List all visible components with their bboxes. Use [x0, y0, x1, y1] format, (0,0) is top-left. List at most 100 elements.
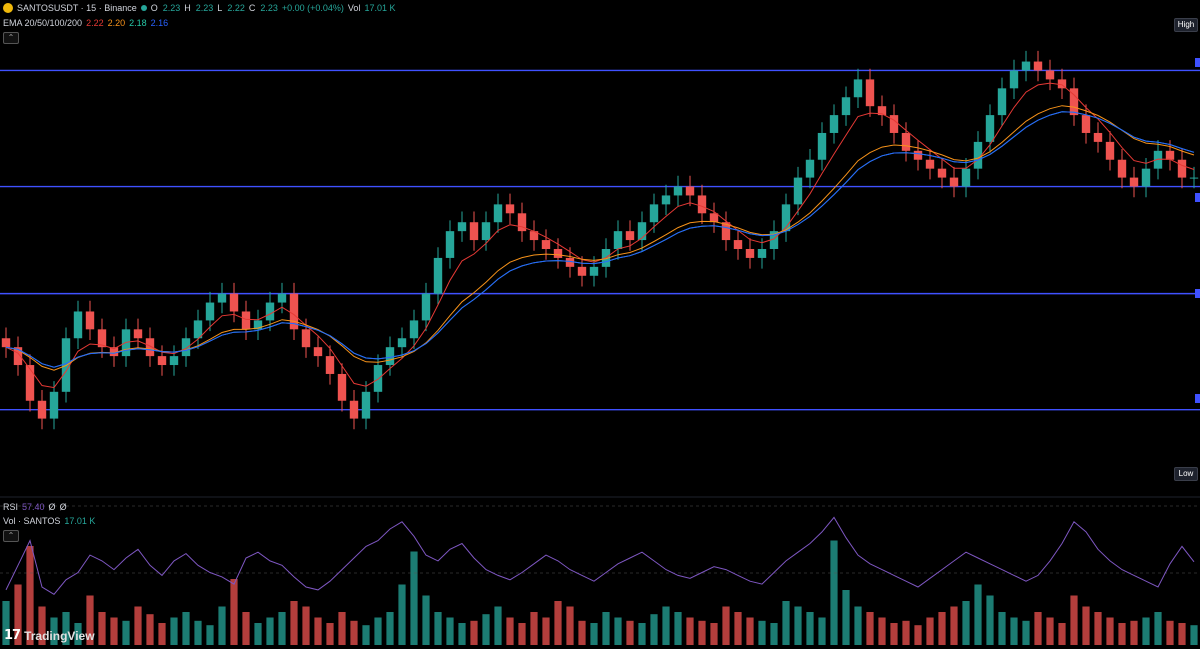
volume-bar [734, 612, 742, 645]
candle-body [565, 257, 575, 267]
candle-body [529, 231, 539, 241]
tradingview-mark-icon: 17 [4, 628, 21, 643]
volume-bar [494, 606, 502, 645]
level-marker[interactable] [1195, 193, 1200, 202]
candle-body [913, 150, 923, 160]
volume-legend[interactable]: Vol · SANTOS 17.01 K [3, 516, 95, 526]
level-marker[interactable] [1195, 289, 1200, 298]
level-marker[interactable] [1195, 58, 1200, 67]
candle-body [865, 79, 875, 107]
market-status-icon [140, 5, 147, 11]
collapse-pane-button[interactable]: ⌃ [3, 530, 19, 542]
volume-bar [374, 617, 382, 645]
candle-body [541, 240, 551, 249]
volume-bar [1166, 620, 1174, 645]
candle-body [733, 240, 743, 249]
volume-bar [98, 612, 106, 645]
volume-bar [590, 623, 598, 645]
candle-body [709, 213, 719, 223]
volume-bar [890, 623, 898, 645]
volume-bar [986, 595, 994, 645]
candle-body [253, 320, 263, 330]
volume-bar [254, 623, 262, 645]
volume-bar [1106, 617, 1114, 645]
volume-bar [662, 606, 670, 645]
volume-bar [950, 606, 958, 645]
volume-bar [326, 623, 334, 645]
rsi-legend[interactable]: RSI 57.40 Ø Ø [3, 502, 67, 512]
ema-label[interactable]: EMA 20/50/100/200 [3, 18, 83, 28]
volume-bar [218, 606, 226, 645]
candle-body [553, 249, 563, 258]
ema-legend[interactable]: EMA 20/50/100/200 2.22 2.20 2.18 2.16 [3, 18, 168, 28]
candle-body [1045, 70, 1055, 80]
ema100-value: 2.18 [129, 18, 147, 28]
volume-bar [26, 546, 34, 645]
collapse-legend-button[interactable]: ⌃ [3, 32, 19, 44]
volume-bar [1178, 623, 1186, 645]
high-value: 2.23 [195, 3, 214, 13]
tradingview-name: TradingView [24, 628, 95, 643]
symbol-label[interactable]: SANTOSUSDT · 15 · Binance [17, 3, 137, 13]
candle-body [13, 347, 23, 366]
candle-body [469, 222, 479, 241]
volume-bar [902, 620, 910, 645]
volume-bar [350, 620, 358, 645]
candle-body [421, 293, 431, 321]
rsi-label[interactable]: RSI [3, 502, 19, 512]
candle-body [205, 302, 215, 321]
volume-bar [362, 625, 370, 645]
volume-bar [578, 620, 586, 645]
volume-bar [410, 551, 418, 645]
volume-bar [806, 612, 814, 645]
candle-body [385, 347, 395, 366]
ema-line-50 [5, 105, 1195, 371]
volume-bar [926, 617, 934, 645]
candle-body [361, 391, 371, 419]
ema-line-200 [5, 111, 1195, 368]
candle-body [661, 195, 671, 205]
candle-body [301, 329, 311, 348]
volume-bar [1082, 606, 1090, 645]
candle-body [745, 249, 755, 258]
tradingview-logo[interactable]: 17 TradingView [4, 628, 95, 643]
volume-bar [674, 612, 682, 645]
ema-lines [5, 82, 1195, 389]
volume-bar [1058, 623, 1066, 645]
volume-bar [422, 595, 430, 645]
candle-body [877, 106, 887, 116]
volume-bar [782, 601, 790, 645]
candle-body [1069, 88, 1079, 116]
volume-bar [1118, 623, 1126, 645]
candle-body [1141, 168, 1151, 187]
candle-body [265, 302, 275, 321]
volume-bar [650, 614, 658, 645]
rsi-extra-2: Ø [59, 502, 67, 512]
volume-bar [878, 617, 886, 645]
candlesticks [1, 50, 1199, 430]
volume-label[interactable]: Vol · SANTOS [3, 516, 61, 526]
candle-body [829, 115, 839, 133]
volume-bar [638, 623, 646, 645]
candle-body [169, 356, 179, 366]
candle-body [37, 400, 47, 419]
volume-bar [770, 623, 778, 645]
low-value: 2.22 [227, 3, 245, 13]
volume-bar [842, 590, 850, 645]
volume-bar [962, 601, 970, 645]
candle-body [481, 222, 491, 241]
high-pill: High [1174, 18, 1198, 32]
level-marker[interactable] [1195, 394, 1200, 403]
candle-body [685, 186, 695, 196]
volume-bar [746, 617, 754, 645]
candle-body [49, 391, 59, 419]
rsi-value: 57.40 [22, 502, 45, 512]
volume-bar [554, 601, 562, 645]
volume-bar [86, 595, 94, 645]
candle-body [1153, 150, 1163, 169]
volume-bar [14, 584, 22, 645]
volume-bar [230, 579, 238, 645]
open-value: 2.23 [162, 3, 181, 13]
